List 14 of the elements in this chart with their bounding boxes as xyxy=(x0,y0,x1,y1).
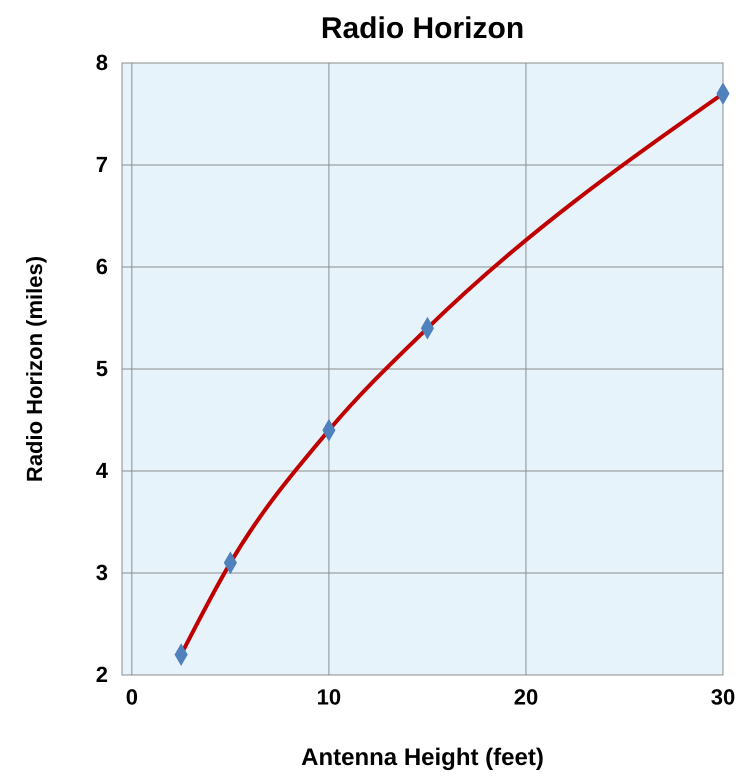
y-tick-label: 5 xyxy=(96,356,108,382)
y-tick-label: 4 xyxy=(96,458,109,484)
x-axis-title: Antenna Height (feet) xyxy=(301,744,544,771)
x-tick-label: 30 xyxy=(710,684,736,710)
y-tick-label: 6 xyxy=(96,254,108,280)
x-tick-label: 0 xyxy=(126,684,138,710)
x-tick-label: 20 xyxy=(514,684,538,710)
x-tick-label: 10 xyxy=(316,684,342,710)
y-tick-label: 2 xyxy=(96,662,108,688)
y-axis-title: Radio Horizon (miles) xyxy=(22,256,47,482)
y-tick-label: 3 xyxy=(96,560,108,586)
y-tick-label: 8 xyxy=(96,50,108,76)
y-tick-label: 7 xyxy=(96,152,108,178)
chart-title: Radio Horizon xyxy=(320,12,524,45)
